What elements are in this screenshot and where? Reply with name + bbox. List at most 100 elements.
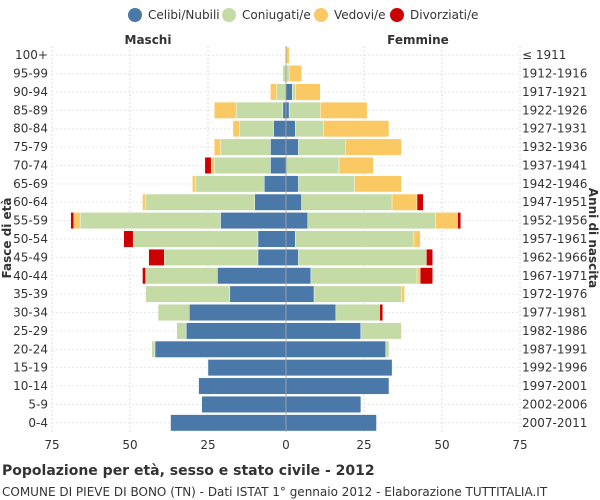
- bar-female-widowed: [295, 83, 321, 101]
- age-group-label: 30-34: [13, 306, 48, 320]
- age-group-label: 90-94: [13, 85, 48, 99]
- chart-title: Popolazione per età, sesso e stato civil…: [2, 463, 375, 479]
- bar-male-divorced: [148, 248, 165, 266]
- bar-male-single: [257, 230, 287, 248]
- bar-female-single: [285, 377, 390, 395]
- bar-male-divorced: [70, 212, 75, 230]
- age-group-label: 55-59: [13, 214, 48, 228]
- birth-year-label: 1922-1926: [522, 103, 587, 117]
- birth-year-label: 1962-1966: [522, 250, 587, 264]
- birth-year-label: ≤ 1911: [522, 48, 566, 62]
- age-group-label: 25-29: [13, 324, 48, 338]
- bar-female-married: [301, 193, 393, 211]
- age-group-label: 35-39: [13, 287, 48, 301]
- bar-male-widowed: [232, 120, 240, 138]
- bar-male-married: [220, 138, 271, 156]
- bar-female-single: [285, 322, 362, 340]
- bars: [70, 46, 461, 432]
- bar-male-widowed: [142, 193, 146, 211]
- bar-male-widowed: [73, 212, 81, 230]
- legend-marker: [314, 8, 328, 22]
- birth-year-label: 1947-1951: [522, 195, 587, 209]
- bar-female-married: [288, 101, 321, 119]
- x-tick-label: 75: [512, 438, 527, 452]
- bar-male-married: [214, 157, 271, 174]
- bar-male-married: [132, 230, 259, 248]
- bar-female-single: [285, 83, 293, 101]
- age-group-label: 80-84: [13, 122, 48, 136]
- bar-male-single: [154, 340, 287, 358]
- birth-year-label: 1972-1976: [522, 287, 587, 301]
- bar-female-widowed: [401, 285, 405, 303]
- bar-female-single: [285, 230, 296, 248]
- birth-year-label: 1932-1936: [522, 140, 587, 154]
- bar-female-single: [285, 414, 377, 432]
- bar-male-single: [270, 157, 287, 174]
- bar-female-widowed: [288, 65, 302, 82]
- bar-male-single: [170, 414, 287, 432]
- x-tick-label: 50: [122, 438, 137, 452]
- bar-male-married: [145, 267, 218, 285]
- bar-female-married: [295, 120, 324, 138]
- bar-female-single: [285, 193, 302, 211]
- bar-female-married: [385, 340, 390, 358]
- age-group-label: 70-74: [13, 158, 48, 172]
- legend: Celibi/Nubili Coniugati/e Vedovi/e Divorzia…: [128, 8, 478, 22]
- x-tick-label: 50: [434, 438, 449, 452]
- y-axis-label-left: Fasce di età: [0, 197, 14, 278]
- bar-male-single: [220, 212, 287, 230]
- legend-label: Celibi/Nubili: [148, 8, 220, 22]
- bar-male-single: [270, 138, 287, 156]
- age-group-label: 95-99: [13, 67, 48, 81]
- bar-female-married: [285, 157, 340, 174]
- birth-year-label: 1917-1921: [522, 85, 587, 99]
- birth-year-label: 1957-1961: [522, 232, 587, 246]
- x-tick-label: 25: [200, 438, 215, 452]
- bar-male-single: [282, 101, 287, 119]
- bar-female-married: [295, 230, 415, 248]
- legend-label: Coniugati/e: [242, 8, 311, 22]
- left-side-label: Maschi: [125, 33, 172, 47]
- bar-male-married: [145, 285, 231, 303]
- bar-female-single: [285, 359, 393, 377]
- birth-year-label: 1977-1981: [522, 306, 587, 320]
- bar-female-divorced: [416, 193, 424, 211]
- bar-male-married: [238, 120, 274, 138]
- bar-male-married: [276, 83, 287, 101]
- chart-subtitle: COMUNE DI PIEVE DI BONO (TN) - Dati ISTA…: [2, 485, 548, 499]
- bar-male-single: [257, 248, 287, 266]
- bar-male-widowed: [214, 101, 237, 119]
- right-side-label: Femmine: [387, 33, 449, 47]
- age-group-label: 60-64: [13, 195, 48, 209]
- axes: 75 50 25 0 25 50 75 100+ ≤ 1911 95-99 1912-1916 90-…: [13, 46, 587, 452]
- bar-male-married: [195, 175, 265, 193]
- bar-female-divorced: [457, 212, 461, 230]
- bar-male-single: [198, 377, 287, 395]
- population-pyramid-chart: 75 50 25 0 25 50 75 100+ ≤ 1911 95-99 1912-1916 90-…: [0, 8, 600, 452]
- bar-male-married: [235, 101, 284, 119]
- bar-female-widowed: [323, 120, 390, 138]
- birth-year-label: 1997-2001: [522, 379, 587, 393]
- birth-year-label: 1987-1991: [522, 342, 587, 356]
- bar-male-single: [273, 120, 287, 138]
- bar-male-married: [79, 212, 221, 230]
- bar-female-widowed: [285, 46, 290, 64]
- bar-female-single: [285, 285, 315, 303]
- bar-male-widowed: [192, 175, 196, 193]
- age-group-label: 85-89: [13, 103, 48, 117]
- birth-year-label: 1942-1946: [522, 177, 587, 191]
- age-group-label: 0-4: [28, 416, 48, 430]
- bar-female-widowed: [413, 230, 421, 248]
- x-tick-label: 75: [44, 438, 59, 452]
- bar-female-married: [310, 267, 418, 285]
- legend-label: Divorziati/e: [410, 8, 478, 22]
- x-tick-label: 25: [356, 438, 371, 452]
- bar-male-single: [201, 396, 287, 413]
- bar-male-widowed: [214, 138, 221, 156]
- bar-female-married: [307, 212, 436, 230]
- bar-female-married: [335, 304, 380, 321]
- bar-male-single: [229, 285, 287, 303]
- age-group-label: 45-49: [13, 250, 48, 264]
- birth-year-label: 1937-1941: [522, 158, 587, 172]
- bar-female-single: [285, 175, 299, 193]
